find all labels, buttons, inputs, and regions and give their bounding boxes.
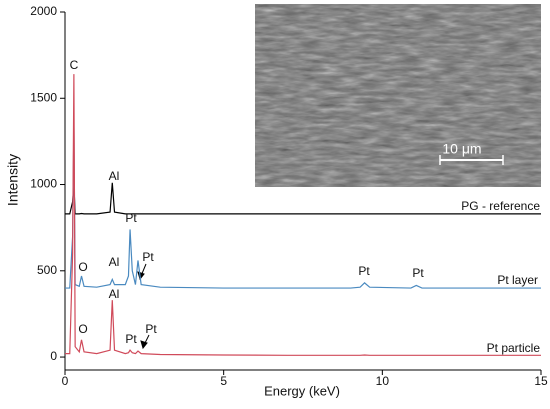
x-axis-label: Energy (keV) bbox=[264, 383, 340, 398]
series-label: Pt particle bbox=[487, 341, 541, 355]
y-tick-label: 500 bbox=[37, 263, 57, 277]
y-tick-label: 1500 bbox=[30, 90, 57, 104]
peak-label: O bbox=[78, 260, 87, 274]
peak-label: Pt bbox=[125, 211, 137, 225]
x-tick-label: 10 bbox=[376, 374, 390, 388]
peak-label: O bbox=[78, 322, 87, 336]
spectrum-line bbox=[65, 74, 541, 356]
y-tick-label: 0 bbox=[50, 349, 57, 363]
sem-image bbox=[255, 4, 541, 187]
spectrum-line bbox=[65, 182, 541, 215]
peak-label: Pt bbox=[142, 250, 154, 264]
x-tick-label: 15 bbox=[534, 374, 548, 388]
peak-label: Pt bbox=[412, 266, 424, 280]
peak-label: Pt bbox=[358, 264, 370, 278]
y-axis-label: Intensity bbox=[5, 154, 21, 206]
peak-label: Pt bbox=[125, 332, 137, 346]
peak-label: Al bbox=[109, 287, 120, 301]
peak-label: Pt bbox=[145, 322, 157, 336]
x-tick-label: 5 bbox=[220, 374, 227, 388]
series-label: PG - reference bbox=[461, 199, 540, 213]
y-tick-label: 2000 bbox=[30, 4, 57, 18]
peak-label: Al bbox=[109, 169, 120, 183]
spectrum-line bbox=[65, 124, 541, 289]
x-tick-label: 0 bbox=[62, 374, 69, 388]
y-tick-label: 1000 bbox=[30, 177, 57, 191]
peak-label: C bbox=[70, 58, 79, 72]
scale-bar-label: 10 μm bbox=[442, 141, 481, 157]
series-label: Pt layer bbox=[497, 273, 538, 287]
peak-label: Al bbox=[109, 255, 120, 269]
